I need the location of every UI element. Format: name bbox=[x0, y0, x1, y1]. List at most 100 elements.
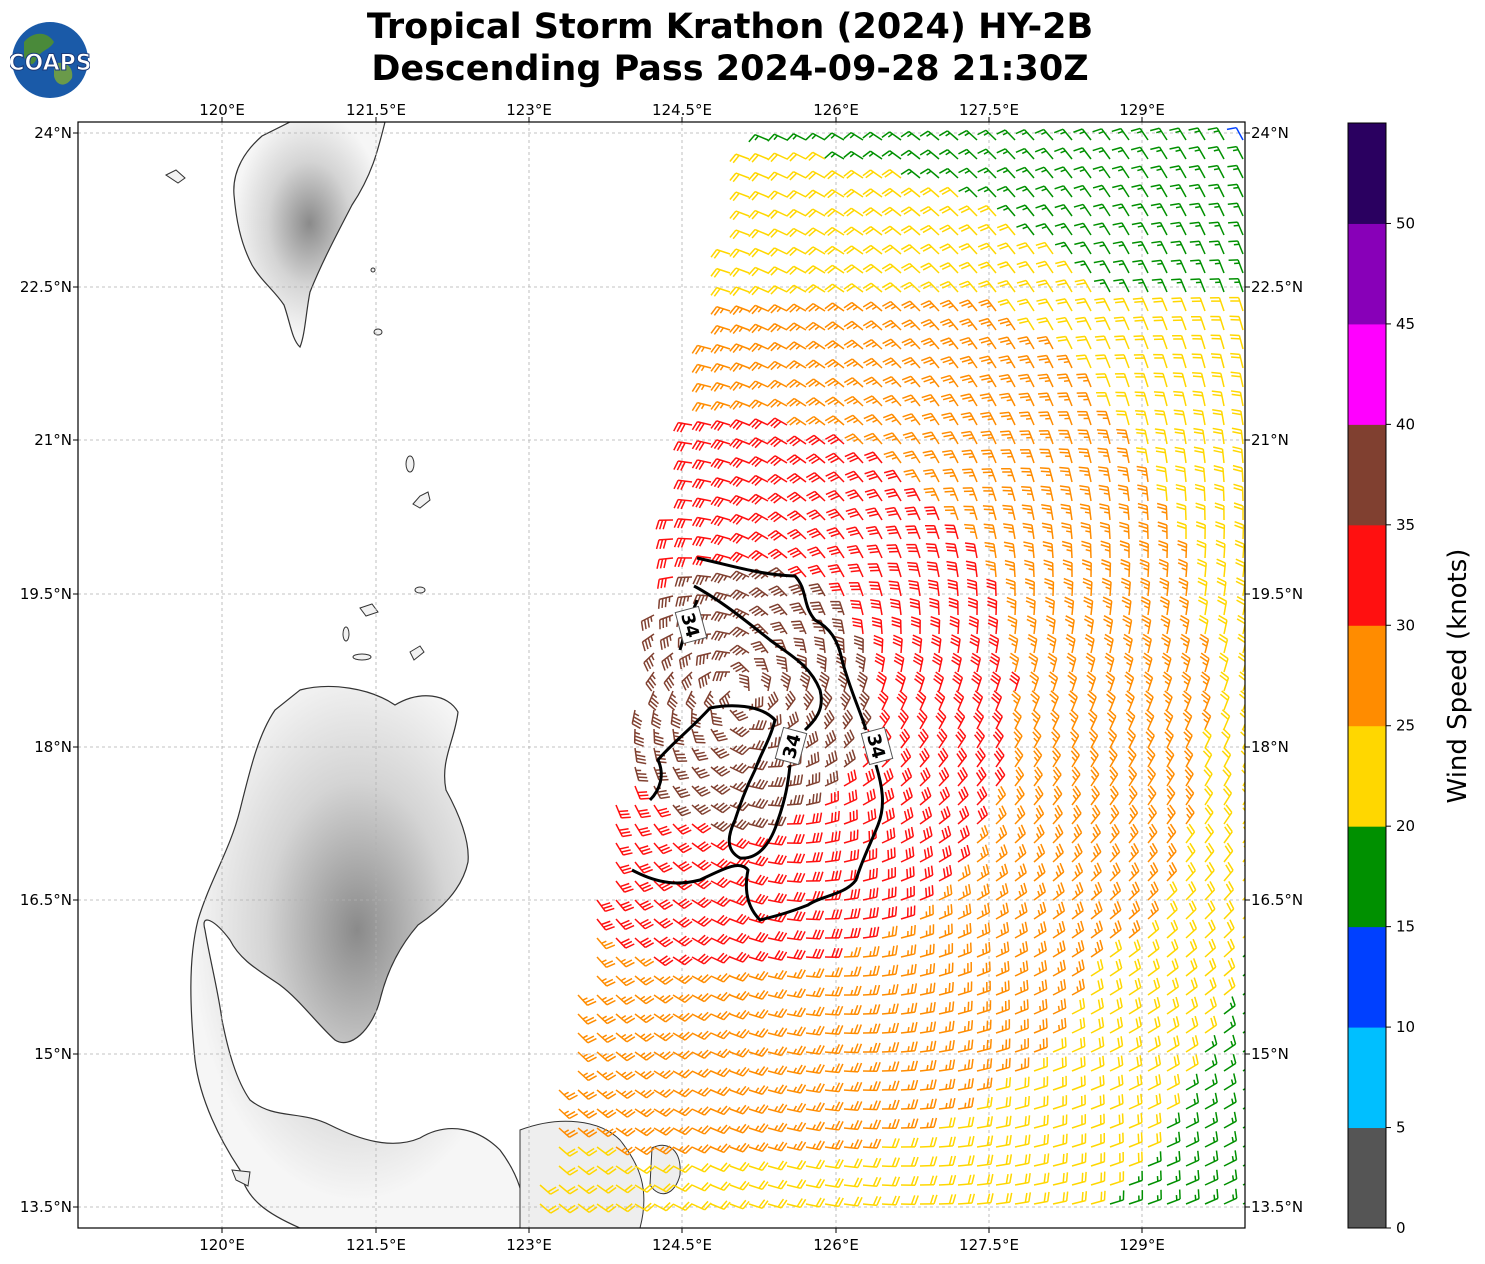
wind-barb bbox=[1135, 428, 1149, 445]
wind-barb bbox=[1131, 165, 1149, 179]
wind-barb bbox=[977, 242, 997, 255]
wind-barb bbox=[729, 709, 749, 722]
wind-barb bbox=[673, 498, 693, 510]
wind-barb bbox=[729, 381, 750, 391]
wind-barb bbox=[805, 987, 825, 998]
wind-barb bbox=[596, 1032, 617, 1044]
wind-barb bbox=[1071, 940, 1085, 958]
wind-barb bbox=[1052, 843, 1064, 863]
wind-barb bbox=[805, 1197, 826, 1208]
wind-barb bbox=[1019, 430, 1035, 445]
wind-barb bbox=[1035, 204, 1054, 217]
wind-barb bbox=[1033, 1056, 1048, 1072]
wind-barb bbox=[917, 728, 929, 749]
wind-barb bbox=[895, 671, 906, 692]
wind-barb bbox=[655, 519, 674, 530]
wind-barb bbox=[824, 1044, 844, 1055]
wind-barb bbox=[1207, 145, 1225, 160]
wind-barb bbox=[816, 653, 827, 673]
wind-barb bbox=[1109, 823, 1120, 844]
colorbar-tick-label: 20 bbox=[1396, 817, 1415, 835]
wind-barb bbox=[1087, 690, 1097, 711]
wind-barb bbox=[1209, 240, 1225, 255]
wind-barb bbox=[691, 785, 711, 797]
wind-barb bbox=[864, 470, 883, 483]
wind-barb bbox=[901, 281, 921, 293]
wind-barb bbox=[1088, 728, 1099, 749]
wind-barb bbox=[691, 1181, 712, 1192]
wind-barb bbox=[786, 794, 804, 806]
wind-barb bbox=[786, 833, 805, 844]
wind-barb bbox=[824, 909, 843, 920]
wind-barb bbox=[919, 767, 931, 787]
wind-barb bbox=[1126, 728, 1137, 749]
wind-barb bbox=[1033, 940, 1047, 958]
wind-barb bbox=[729, 210, 750, 221]
wind-barb bbox=[786, 1026, 807, 1037]
wind-barb bbox=[786, 1159, 807, 1170]
wind-barb bbox=[659, 633, 674, 650]
wind-barb bbox=[645, 671, 657, 692]
wind-barb bbox=[881, 906, 898, 920]
wind-barb bbox=[1027, 633, 1038, 654]
wind-barb bbox=[748, 817, 769, 829]
wind-barb bbox=[1147, 862, 1159, 882]
colorbar-segment bbox=[1348, 524, 1386, 626]
wind-barb bbox=[904, 487, 921, 502]
wind-barb bbox=[1033, 843, 1046, 863]
wind-barb bbox=[786, 1083, 807, 1094]
wind-barb bbox=[938, 904, 953, 920]
wind-barb bbox=[748, 778, 769, 790]
wind-barb bbox=[1073, 203, 1092, 217]
wind-barb bbox=[710, 382, 731, 392]
wind-barb bbox=[938, 1001, 955, 1015]
wind-barb bbox=[919, 1021, 937, 1034]
wind-barb bbox=[767, 341, 788, 352]
colorbar-label: Wind Speed (knots) bbox=[1443, 549, 1473, 804]
wind-barb bbox=[1014, 882, 1028, 901]
wind-barb bbox=[1090, 1190, 1106, 1205]
wind-barb bbox=[1090, 823, 1102, 844]
wind-barb bbox=[1089, 747, 1099, 768]
wind-barb bbox=[1071, 1152, 1087, 1167]
wind-barb bbox=[670, 709, 682, 729]
wind-barb bbox=[748, 531, 769, 543]
wind-barb bbox=[767, 228, 788, 238]
wind-barb bbox=[748, 1161, 769, 1172]
lon-tick-label: 126°E bbox=[813, 101, 859, 119]
wind-barb bbox=[1165, 747, 1175, 768]
wind-barb bbox=[1030, 690, 1040, 711]
wind-barb bbox=[946, 560, 959, 578]
wind-barb bbox=[691, 1106, 712, 1116]
wind-barb bbox=[850, 599, 864, 616]
wind-barb bbox=[1223, 1073, 1237, 1091]
wind-barb bbox=[786, 284, 807, 294]
wind-barb bbox=[672, 898, 693, 910]
wind-barb bbox=[921, 412, 940, 426]
wind-barb bbox=[1197, 577, 1208, 597]
wind-barb bbox=[1083, 596, 1094, 616]
wind-barb bbox=[1119, 521, 1130, 540]
wind-barb bbox=[1147, 1132, 1162, 1148]
wind-barb bbox=[710, 286, 731, 297]
wind-barb bbox=[1113, 278, 1130, 293]
wind-barb bbox=[991, 690, 1003, 711]
wind-barb bbox=[911, 634, 923, 654]
wind-barb bbox=[805, 792, 822, 806]
wind-barb bbox=[672, 1069, 693, 1079]
wind-barb bbox=[881, 131, 902, 141]
wind-barb bbox=[824, 1120, 844, 1131]
wind-barb bbox=[659, 614, 674, 630]
wind-barb bbox=[615, 1184, 636, 1194]
wind-barb bbox=[674, 576, 693, 587]
wind-barb bbox=[1033, 1018, 1048, 1034]
colorbar-segment bbox=[1348, 926, 1386, 1028]
wind-barb bbox=[1196, 539, 1207, 559]
wind-barb bbox=[1174, 428, 1187, 445]
wind-barb bbox=[977, 186, 997, 198]
wind-barb bbox=[919, 1156, 938, 1167]
wind-barb bbox=[864, 451, 883, 464]
wind-barb bbox=[1109, 1094, 1124, 1110]
wind-barb bbox=[1109, 1074, 1124, 1091]
wind-barb bbox=[634, 747, 647, 765]
